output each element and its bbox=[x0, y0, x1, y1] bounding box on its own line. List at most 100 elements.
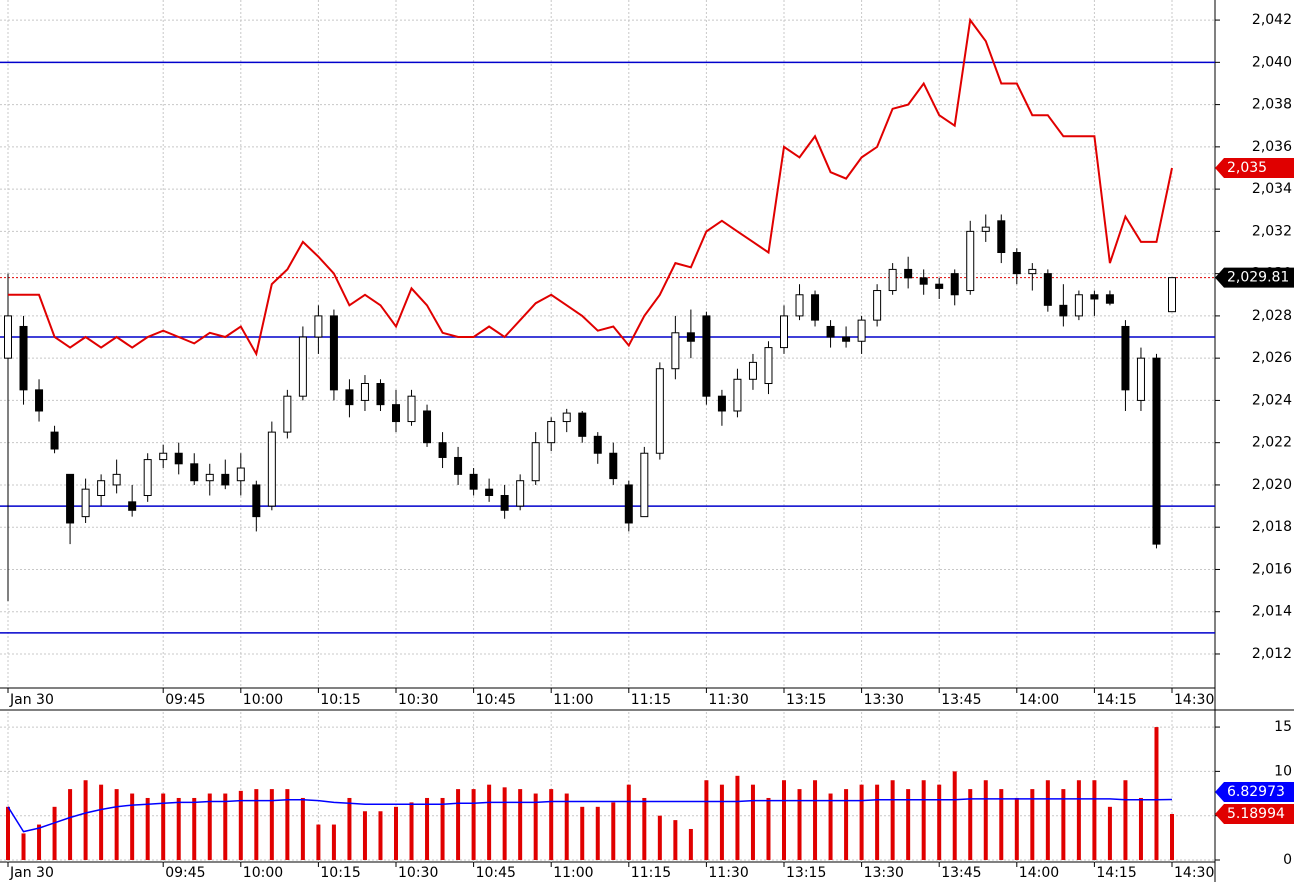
candle-body bbox=[686, 332, 695, 342]
volume-bar bbox=[1014, 797, 1019, 860]
candle-body bbox=[904, 268, 913, 279]
candle-body bbox=[407, 395, 416, 423]
candle-body bbox=[547, 421, 556, 444]
value-box bbox=[1215, 157, 1294, 178]
volume-bar bbox=[21, 833, 26, 860]
volume-bar bbox=[52, 806, 57, 860]
candle-body bbox=[190, 463, 199, 482]
value-box-label: 5.18994 bbox=[1227, 806, 1285, 822]
candle-body bbox=[35, 389, 44, 412]
candle-body bbox=[50, 431, 59, 450]
candle-body bbox=[143, 459, 152, 497]
x-tick-label: 10:45 bbox=[476, 865, 516, 881]
volume-bar bbox=[316, 824, 321, 860]
volume-bar bbox=[750, 784, 755, 860]
volume-bar bbox=[192, 797, 197, 860]
volume-bar bbox=[1123, 780, 1128, 860]
x-tick-label: 10:15 bbox=[320, 692, 360, 708]
y-tick-label: 0 bbox=[1283, 852, 1292, 868]
volume-bar bbox=[533, 793, 538, 860]
x-tick-label: 09:45 bbox=[165, 865, 205, 881]
volume-bar bbox=[238, 790, 243, 860]
x-tick-label: 14:30 bbox=[1174, 692, 1214, 708]
y-tick-label: 2,042 bbox=[1252, 12, 1292, 28]
candle-body bbox=[593, 435, 602, 454]
candle-body bbox=[950, 273, 959, 296]
candle-body bbox=[1168, 277, 1176, 313]
volume-bar bbox=[1030, 789, 1035, 860]
y-tick-label: 2,028 bbox=[1252, 308, 1292, 324]
x-tick-label: 14:15 bbox=[1096, 865, 1136, 881]
volume-bar bbox=[378, 811, 383, 860]
y-tick-label: 2,032 bbox=[1252, 223, 1292, 239]
candle-body bbox=[112, 473, 121, 486]
candle-body bbox=[919, 277, 928, 285]
volume-bar bbox=[83, 780, 88, 860]
volume-bar bbox=[642, 797, 647, 860]
candle-body bbox=[1012, 252, 1021, 275]
x-tick-label: 13:45 bbox=[941, 692, 981, 708]
candle-body bbox=[298, 336, 307, 397]
y-tick-label: 2,024 bbox=[1252, 392, 1292, 408]
candle-body bbox=[345, 389, 354, 406]
x-tick-label: Jan 30 bbox=[9, 692, 54, 708]
x-tick-label: 10:15 bbox=[320, 865, 360, 881]
candle-body bbox=[221, 473, 230, 486]
volume-bar bbox=[269, 789, 274, 860]
volume-bar bbox=[797, 789, 802, 860]
candle-body bbox=[329, 315, 338, 391]
candle-body bbox=[795, 294, 804, 317]
volume-bar bbox=[145, 797, 150, 860]
candle-body bbox=[702, 315, 711, 397]
candle-body bbox=[748, 361, 757, 380]
candle-body bbox=[97, 480, 106, 497]
volume-bar bbox=[1092, 780, 1097, 860]
candle-body bbox=[671, 332, 680, 370]
x-tick-label: 14:00 bbox=[1019, 692, 1059, 708]
average-line bbox=[7, 798, 1173, 833]
candle-body bbox=[609, 452, 618, 480]
volume-bar bbox=[99, 784, 104, 860]
value-box-label: 6.82973 bbox=[1227, 784, 1285, 800]
volume-bar bbox=[456, 789, 461, 860]
x-tick-label: 10:00 bbox=[243, 865, 283, 881]
candle-body bbox=[764, 347, 773, 385]
volume-bar bbox=[657, 815, 662, 860]
x-tick-label: 11:15 bbox=[631, 692, 671, 708]
candle-body bbox=[531, 442, 540, 482]
candle-body bbox=[360, 383, 369, 401]
candle-body bbox=[1152, 357, 1161, 545]
x-tick-label: 13:15 bbox=[786, 865, 826, 881]
volume-bar bbox=[673, 820, 678, 860]
candle-body bbox=[826, 325, 835, 338]
candle-body bbox=[4, 315, 12, 359]
volume-bar bbox=[564, 793, 569, 860]
candle-body bbox=[578, 412, 587, 437]
volume-bar bbox=[735, 775, 740, 860]
y-tick-label: 2,016 bbox=[1252, 561, 1292, 577]
candle-body bbox=[981, 226, 990, 232]
value-box-label: 2,035 bbox=[1227, 160, 1267, 176]
x-tick-label: 10:45 bbox=[476, 692, 516, 708]
volume-bar bbox=[704, 780, 709, 860]
y-tick-label: 2,012 bbox=[1252, 646, 1292, 662]
x-tick-label: 11:30 bbox=[708, 865, 748, 881]
x-tick-label: 11:15 bbox=[631, 865, 671, 881]
volume-bar bbox=[471, 789, 476, 860]
volume-bar bbox=[394, 806, 398, 860]
candle-body bbox=[500, 495, 509, 511]
volume-bar bbox=[1154, 727, 1159, 860]
volume-bar bbox=[719, 784, 724, 860]
candle-body bbox=[454, 456, 463, 475]
value-box bbox=[1215, 782, 1294, 803]
candle-body bbox=[19, 325, 28, 391]
x-tick-label: 13:15 bbox=[786, 692, 826, 708]
volume-bar bbox=[782, 780, 786, 860]
candle-body bbox=[159, 452, 168, 461]
volume-bar bbox=[1138, 797, 1143, 860]
volume-bar bbox=[549, 789, 554, 860]
volume-bar bbox=[254, 789, 259, 860]
x-tick-label: 11:00 bbox=[553, 692, 593, 708]
value-box bbox=[1215, 267, 1294, 288]
x-tick-label: 10:30 bbox=[398, 865, 438, 881]
